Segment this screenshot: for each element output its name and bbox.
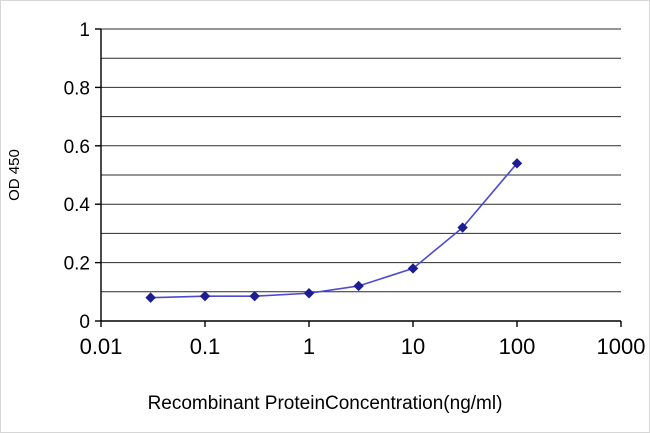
x-tick-label: 1 [303, 334, 315, 359]
y-axis-title: OD 450 [6, 149, 23, 201]
data-point-marker [199, 290, 211, 302]
x-tick-label: 1000 [597, 334, 646, 359]
x-tick-label: 100 [499, 334, 536, 359]
y-tick-label: 0 [79, 312, 90, 333]
x-tick-label: 10 [401, 334, 425, 359]
y-tick-label: 1 [79, 20, 90, 41]
data-point-marker [511, 158, 523, 169]
y-tick-label: 0.6 [64, 137, 90, 158]
data-point-marker [145, 292, 156, 303]
data-line [150, 162, 518, 299]
x-tick-label: 0.01 [80, 334, 123, 359]
y-tick-label: 0.2 [64, 254, 90, 275]
data-point-marker [457, 222, 468, 233]
x-axis-title: Recombinant ProteinConcentration(ng/ml) [147, 393, 503, 414]
data-point-marker [353, 280, 364, 292]
x-tick-label: 0.1 [190, 334, 221, 359]
data-point-marker [407, 263, 419, 274]
data-point-marker [303, 288, 315, 299]
data-point-marker [249, 290, 260, 302]
y-tick-label: 0.8 [64, 78, 90, 99]
y-tick-label: 0.4 [64, 195, 91, 216]
